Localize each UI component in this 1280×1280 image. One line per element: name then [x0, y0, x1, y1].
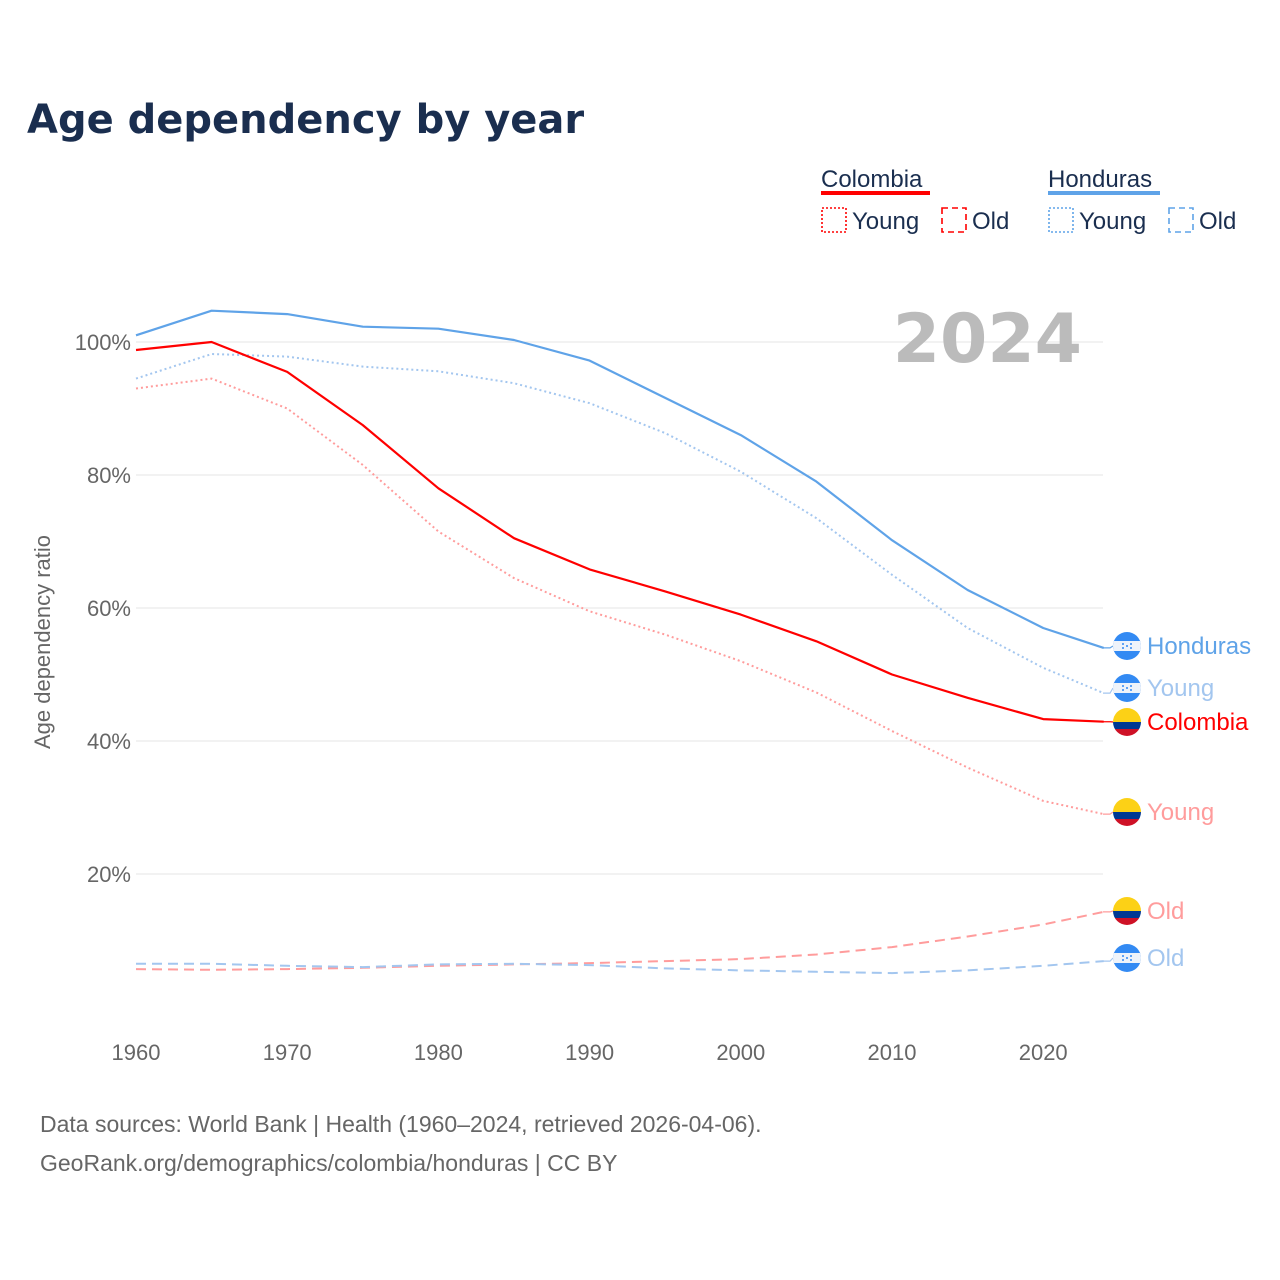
legend-item-young[interactable]: Young	[852, 208, 919, 235]
year-label: 2024	[893, 300, 1082, 379]
series-line-honduras-old	[136, 960, 1104, 975]
end-label: Young	[1147, 799, 1214, 826]
y-tick-label: 100%	[75, 330, 131, 355]
legend-old-icon	[941, 207, 967, 233]
legend-young-icon	[821, 207, 847, 233]
honduras-flag-icon	[1113, 944, 1141, 972]
label-connector	[1103, 645, 1114, 649]
label-connector	[1103, 687, 1114, 694]
colombia-flag-icon	[1113, 897, 1141, 925]
x-tick-label: 2020	[1019, 1040, 1068, 1065]
legend-group-honduras[interactable]: Honduras	[1048, 166, 1152, 193]
source-line-1: Data sources: World Bank | Health (1960–…	[40, 1111, 762, 1137]
end-label: Old	[1147, 945, 1184, 972]
x-tick-label: 1980	[414, 1040, 463, 1065]
series-line-colombia-young	[135, 377, 1104, 816]
y-tick-label: 20%	[87, 862, 131, 887]
honduras-flag-icon	[1113, 632, 1141, 660]
x-tick-label: 2010	[868, 1040, 917, 1065]
series-line-colombia	[135, 340, 1104, 723]
y-axis-label: Age dependency ratio	[30, 535, 55, 749]
y-tick-label: 40%	[87, 729, 131, 754]
legend-item-old[interactable]: Old	[972, 208, 1009, 235]
label-connector	[1103, 811, 1114, 815]
series-line-colombia-old	[135, 910, 1104, 971]
legend-swatch	[1048, 191, 1160, 195]
legend-old-icon	[1168, 207, 1194, 233]
legend-group-colombia[interactable]: Colombia	[821, 166, 923, 193]
legend-item-old[interactable]: Old	[1199, 208, 1236, 235]
honduras-flag-icon	[1113, 674, 1141, 702]
grid: 20% 40% 60% 80% 100% 1960 1970 1980 1990 2000 2010…	[75, 330, 1103, 1065]
chart-title: Age dependency by year	[27, 97, 584, 143]
legend: Colombia Young Old Honduras Young Old	[821, 166, 1236, 235]
colombia-flag-icon	[1113, 708, 1141, 736]
end-label: Colombia	[1147, 709, 1249, 736]
x-tick-label: 1960	[112, 1040, 161, 1065]
label-connector	[1103, 957, 1114, 962]
series-line-honduras-young	[135, 353, 1105, 695]
legend-young-icon	[1048, 207, 1074, 233]
colombia-flag-icon	[1113, 798, 1141, 826]
end-labels: Honduras Young Colombia Young Old Old	[1103, 632, 1251, 972]
series-lines	[135, 309, 1105, 975]
y-tick-label: 80%	[87, 463, 131, 488]
legend-item-young[interactable]: Young	[1079, 208, 1146, 235]
x-tick-label: 1990	[565, 1040, 614, 1065]
series-line-honduras	[135, 309, 1105, 649]
end-label: Young	[1147, 675, 1214, 702]
source-line-2[interactable]: GeoRank.org/demographics/colombia/hondur…	[40, 1150, 617, 1176]
end-label: Honduras	[1147, 633, 1251, 660]
x-tick-label: 2000	[716, 1040, 765, 1065]
x-tick-label: 1970	[263, 1040, 312, 1065]
end-label: Old	[1147, 898, 1184, 925]
y-tick-label: 60%	[87, 596, 131, 621]
legend-swatch	[821, 191, 930, 195]
label-connector	[1103, 910, 1114, 913]
